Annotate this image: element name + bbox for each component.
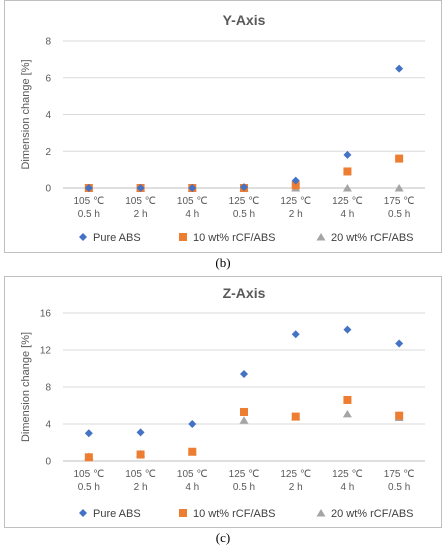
chart-title: Y-Axis bbox=[223, 12, 266, 28]
y-tick-label: 4 bbox=[45, 110, 51, 121]
data-point-diamond bbox=[291, 330, 300, 339]
data-point-square bbox=[291, 412, 300, 421]
x-tick-label: 105 ℃ 2 h bbox=[125, 469, 156, 493]
data-point-diamond bbox=[240, 370, 248, 379]
y-tick-label: 8 bbox=[45, 383, 51, 394]
chart-z-axis: Z-Axis 0 4 8 12 16 Dimension change [%] 105 ℃ 0.… bbox=[20, 285, 425, 520]
data-point-triangle bbox=[342, 409, 352, 418]
y-tick-label: 4 bbox=[45, 420, 51, 431]
x-tick-label: 125 ℃ 0.5 h bbox=[229, 469, 260, 493]
y-tick-label: 2 bbox=[45, 147, 51, 158]
chart-title: Z-Axis bbox=[223, 285, 266, 301]
y-tick-label: 8 bbox=[45, 37, 51, 48]
y-tick-label: 0 bbox=[45, 184, 51, 195]
data-point-diamond bbox=[188, 420, 197, 428]
x-tick-label: 105 ℃ 4 h bbox=[177, 469, 208, 493]
data-point-diamond bbox=[84, 184, 93, 192]
legend-marker-square bbox=[179, 509, 187, 517]
data-point-square bbox=[291, 181, 300, 190]
x-tick-label: 105 ℃ 2 h bbox=[125, 196, 156, 220]
legend-marker-diamond bbox=[79, 233, 87, 241]
legend-label: Pure ABS bbox=[93, 508, 141, 520]
x-tick-label: 125 ℃ 2 h bbox=[280, 469, 311, 493]
legend-marker-triangle bbox=[316, 509, 326, 517]
data-point-diamond bbox=[343, 150, 352, 159]
y-axis-label: Dimension change [%] bbox=[20, 332, 32, 442]
y-tick-label: 6 bbox=[45, 73, 51, 84]
data-point-square bbox=[395, 154, 404, 163]
data-point-square bbox=[343, 395, 352, 404]
data-point-diamond bbox=[395, 339, 404, 348]
legend-marker-triangle bbox=[316, 233, 326, 241]
legend-label: Pure ABS bbox=[93, 232, 141, 244]
caption-b: (b) bbox=[215, 255, 231, 270]
data-point-square bbox=[188, 447, 197, 456]
data-point-diamond bbox=[136, 184, 145, 192]
legend-label: 10 wt% rCF/ABS bbox=[193, 232, 276, 244]
chart-panel-z-axis: Z-Axis 0 4 8 12 16 Dimension change [%] 105 ℃ 0.… bbox=[4, 276, 442, 528]
y-tick-label: 0 bbox=[45, 457, 51, 468]
data-point-diamond bbox=[188, 184, 197, 192]
data-point-triangle bbox=[342, 184, 352, 192]
x-tick-label: 125 ℃ 2 h bbox=[280, 196, 311, 220]
data-point-triangle bbox=[239, 416, 249, 424]
chart-y-axis: Y-Axis 0 2 4 6 8 Dimension change [%] 105 ℃ 0.5 … bbox=[20, 12, 425, 244]
x-tick-label: 105 ℃ 4 h bbox=[177, 196, 208, 220]
x-tick-label: 175 ℃ 0.5 h bbox=[384, 469, 415, 493]
x-tick-label: 125 ℃ 4 h bbox=[332, 469, 363, 493]
legend-label: 20 wt% rCF/ABS bbox=[331, 232, 414, 244]
legend-label: 10 wt% rCF/ABS bbox=[193, 508, 276, 520]
data-point-triangle bbox=[394, 184, 404, 192]
data-point-diamond bbox=[84, 429, 93, 438]
data-point-square bbox=[136, 450, 145, 459]
data-point-diamond bbox=[136, 428, 145, 437]
x-tick-label: 125 ℃ 0.5 h bbox=[229, 196, 260, 220]
data-point-square bbox=[395, 411, 404, 420]
data-point-diamond bbox=[291, 176, 300, 185]
x-tick-label: 105 ℃ 0.5 h bbox=[74, 469, 105, 493]
y-tick-label: 16 bbox=[40, 309, 52, 320]
chart-panel-y-axis: Y-Axis 0 2 4 6 8 Dimension change [%] 105 ℃ 0.5 … bbox=[4, 0, 442, 253]
data-point-square bbox=[240, 407, 248, 416]
x-tick-label: 175 ℃ 0.5 h bbox=[384, 196, 415, 220]
y-axis-label: Dimension change [%] bbox=[20, 59, 32, 169]
data-point-square bbox=[84, 453, 93, 462]
x-tick-label: 125 ℃ 4 h bbox=[332, 196, 363, 220]
data-point-square bbox=[343, 167, 352, 176]
x-tick-label: 105 ℃ 0.5 h bbox=[74, 196, 105, 220]
data-point-diamond bbox=[343, 325, 352, 334]
legend-marker-diamond bbox=[79, 509, 87, 517]
data-point-diamond bbox=[240, 183, 248, 192]
legend-marker-square bbox=[179, 233, 187, 241]
y-tick-label: 12 bbox=[40, 346, 52, 357]
data-point-diamond bbox=[395, 64, 404, 73]
legend-label: 20 wt% rCF/ABS bbox=[331, 508, 414, 520]
caption-c: (c) bbox=[215, 530, 231, 545]
